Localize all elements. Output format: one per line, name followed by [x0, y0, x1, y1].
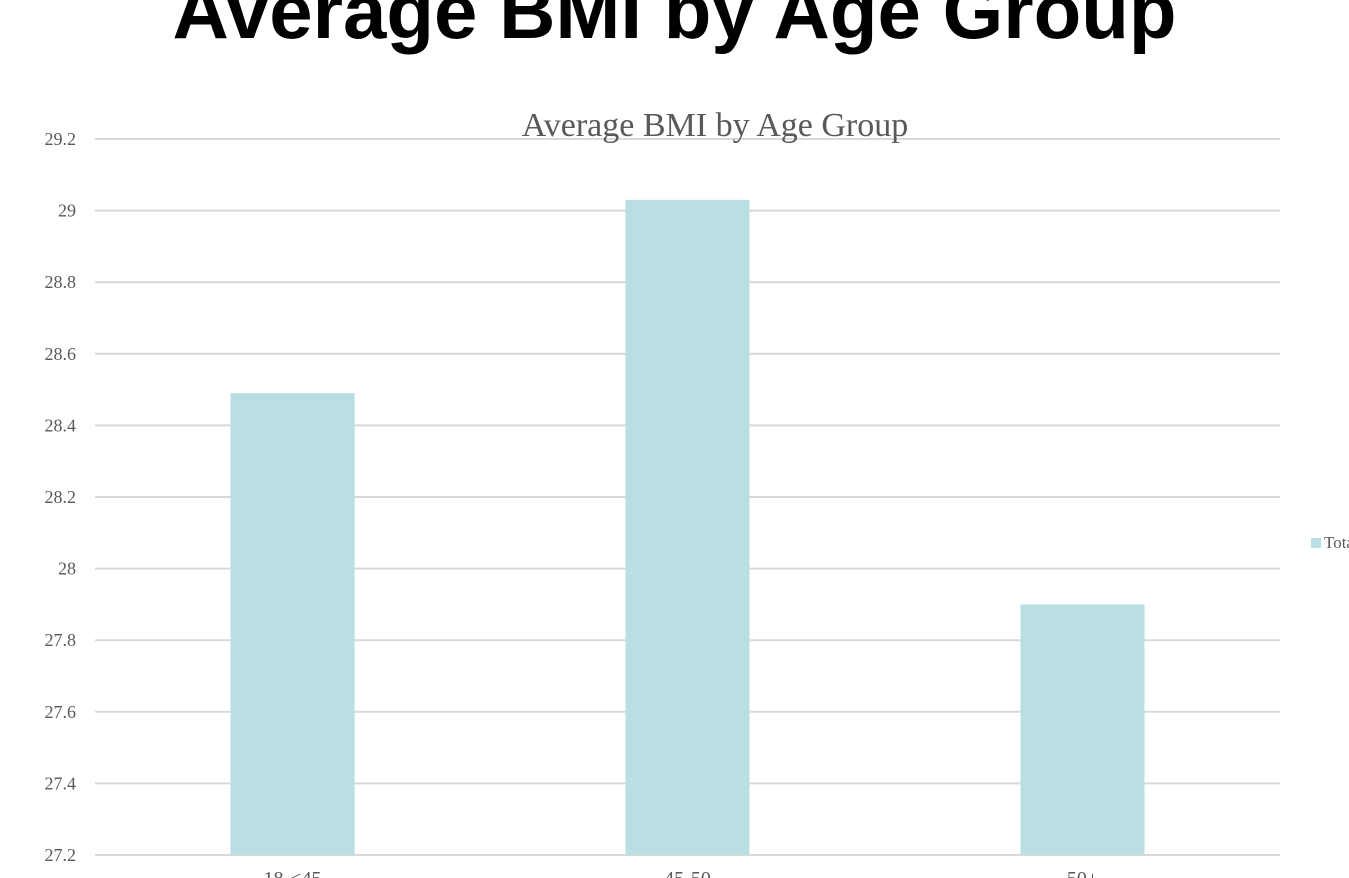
y-tick-label: 29: [58, 201, 76, 221]
chart-title: Average BMI by Age Group: [522, 107, 909, 144]
y-tick-label: 27.6: [45, 702, 77, 722]
bar: [625, 199, 750, 856]
x-tick-label: 18-<45: [264, 868, 322, 878]
y-tick-label: 28.8: [45, 272, 77, 292]
y-tick-label: 27.4: [45, 773, 77, 793]
y-tick-label: 27.2: [45, 845, 77, 865]
y-tick-label: 28.6: [45, 344, 77, 364]
bar: [230, 393, 355, 855]
y-tick-label: 29.2: [45, 129, 77, 149]
legend: Total: [1311, 533, 1349, 553]
y-tick-label: 28: [58, 559, 76, 579]
legend-label: Total: [1324, 533, 1349, 552]
bar: [1020, 604, 1145, 855]
legend-swatch: [1311, 538, 1321, 548]
y-tick-label: 28.4: [45, 415, 77, 435]
x-tick-label: 50+: [1067, 868, 1098, 878]
page-title: Average BMI by Age Group: [172, 0, 1177, 55]
x-tick-label: 45-50: [664, 868, 711, 878]
y-tick-label: 27.8: [45, 630, 77, 650]
y-tick-label: 28.2: [45, 487, 77, 507]
